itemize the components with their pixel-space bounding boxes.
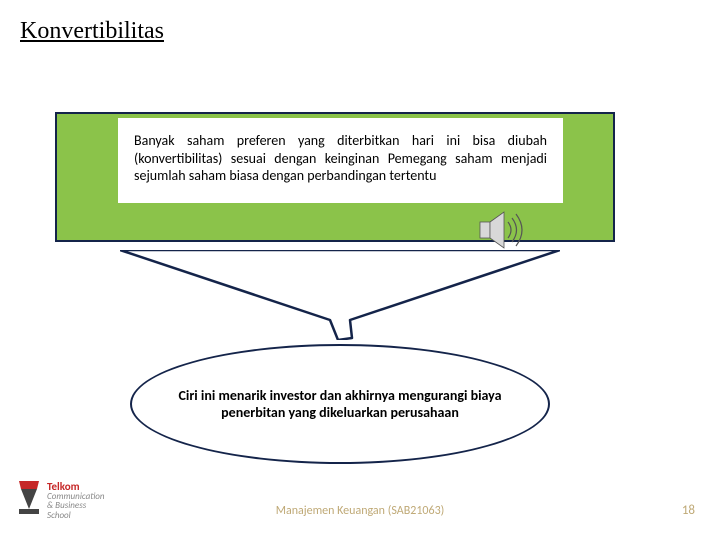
slide-title: Konvertibilitas xyxy=(20,18,164,45)
conclusion-text: Ciri ini menarik investor dan akhirnya m… xyxy=(172,387,508,422)
definition-box: Banyak saham preferen yang diterbitkan h… xyxy=(118,118,563,203)
definition-text: Banyak saham preferen yang diterbitkan h… xyxy=(134,132,547,185)
downward-arrow xyxy=(120,250,560,340)
footer-text: Manajemen Keuangan (SAB21063) xyxy=(0,504,720,518)
conclusion-oval: Ciri ini menarik investor dan akhirnya m… xyxy=(130,344,550,464)
speaker-icon xyxy=(478,210,526,250)
page-number: 18 xyxy=(682,503,695,518)
